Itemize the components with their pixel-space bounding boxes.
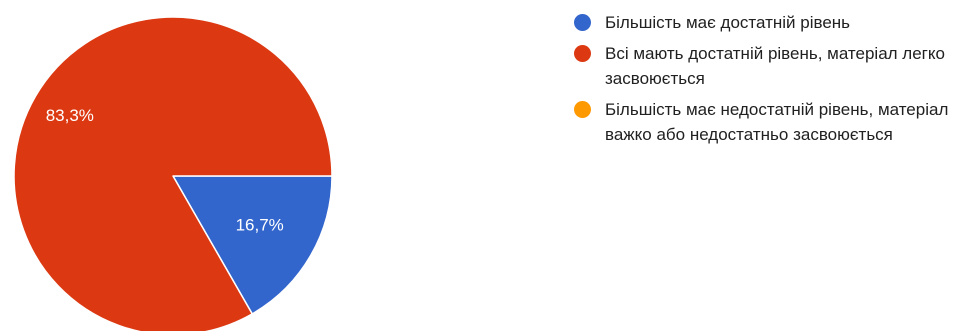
legend-marker-0	[574, 14, 591, 31]
legend-label-1: Всі мають достатній рівень, матеріал лег…	[605, 44, 945, 88]
legend: Більшість має достатній рівень Всі мають…	[572, 10, 972, 153]
legend-label-2: Більшість має недостатній рівень, матері…	[605, 100, 949, 144]
slice-data-label-0: 16,7%	[236, 216, 284, 235]
legend-marker-1	[574, 45, 591, 62]
pie-slice-0[interactable]	[172, 175, 333, 315]
slice-data-label-1: 83,3%	[46, 106, 94, 125]
legend-item-2[interactable]: Більшість має недостатній рівень, матері…	[572, 97, 972, 147]
legend-item-0[interactable]: Більшість має достатній рівень	[572, 10, 972, 35]
legend-item-1[interactable]: Всі мають достатній рівень, матеріал лег…	[572, 41, 972, 91]
pie-chart: 16,7% 83,3%	[13, 16, 333, 331]
pie-slice-1[interactable]	[13, 16, 333, 331]
legend-marker-2	[574, 101, 591, 118]
legend-label-0: Більшість має достатній рівень	[605, 13, 851, 32]
